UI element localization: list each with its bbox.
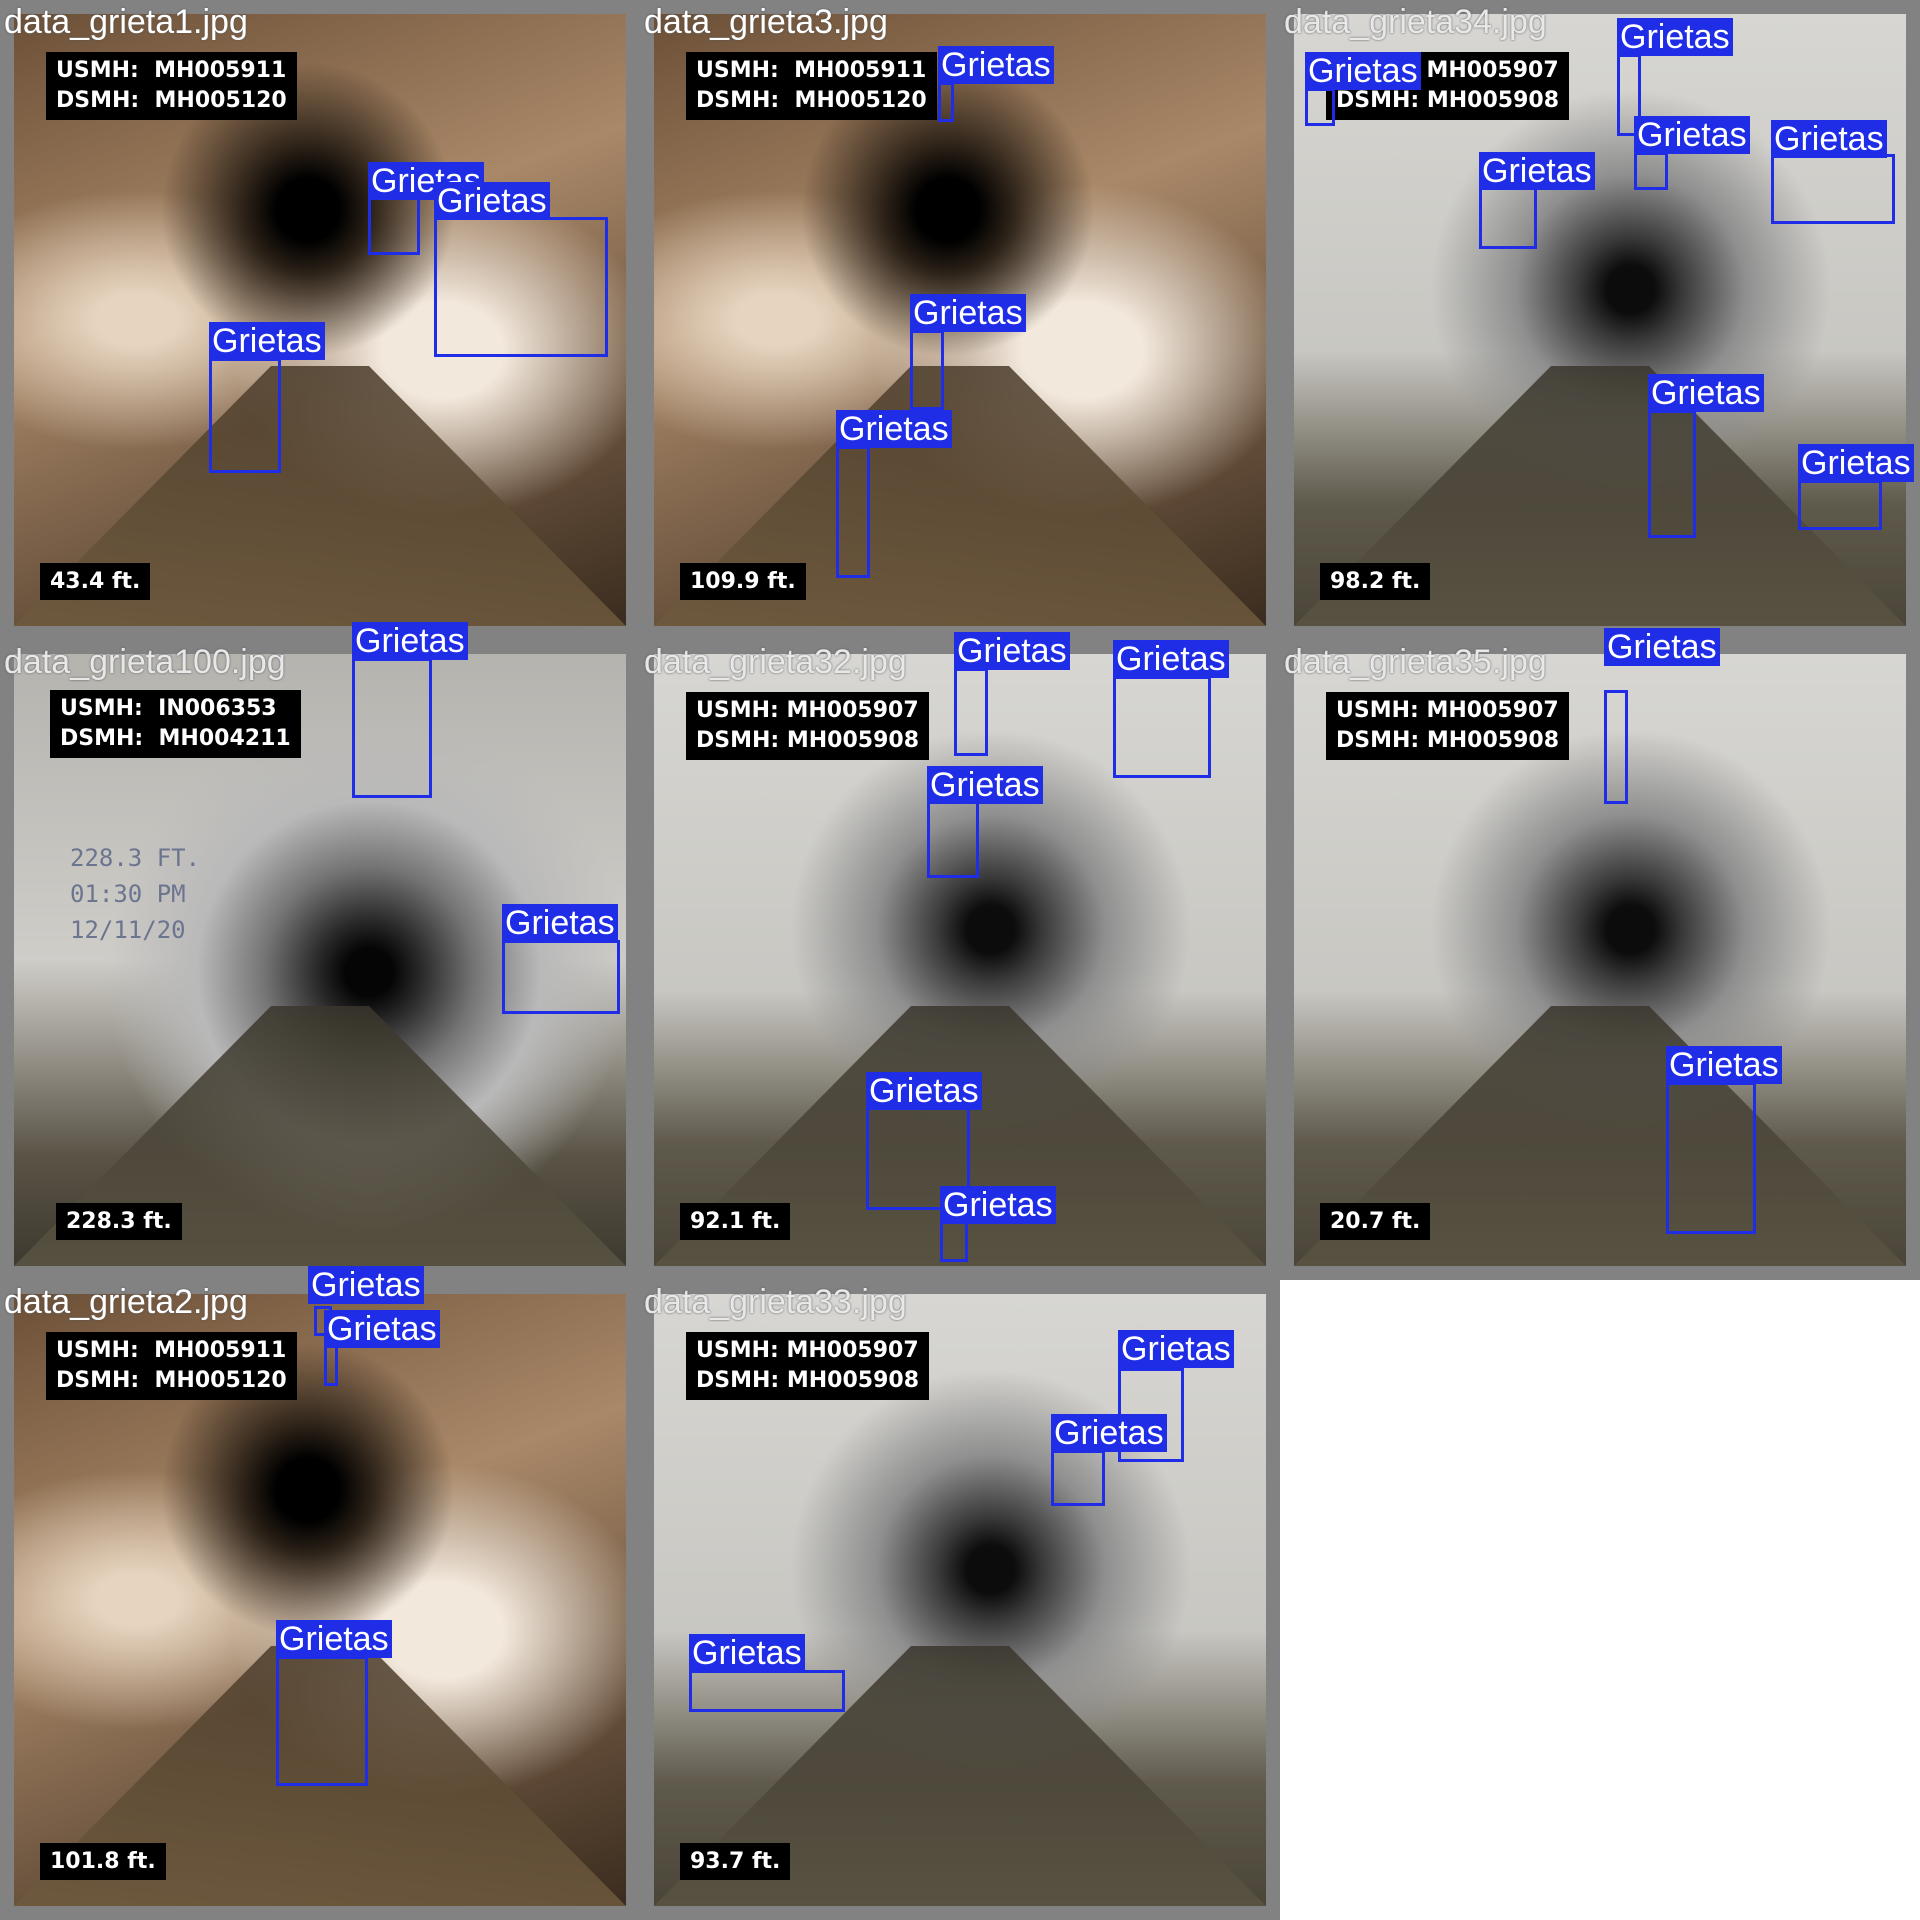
- image-caption: data_grieta3.jpg: [644, 3, 888, 41]
- detection-label: Grietas: [910, 294, 1026, 332]
- detection-box: [1604, 690, 1628, 804]
- detection-label: Grietas: [1051, 1414, 1167, 1452]
- image-caption: data_grieta2.jpg: [4, 1283, 248, 1321]
- detection-label: Grietas: [1771, 120, 1887, 158]
- detection-label: Grietas: [1634, 116, 1750, 154]
- detection-label: Grietas: [1798, 444, 1914, 482]
- detection-box: [209, 358, 281, 473]
- detection-box: [276, 1656, 368, 1786]
- detection-box: [938, 82, 954, 122]
- image-tile-grieta2: data_grieta2.jpg USMH: MH005911 DSMH: MH…: [0, 1280, 640, 1920]
- detection-box: [368, 197, 420, 255]
- detection-box: [502, 940, 620, 1014]
- distance-overlay: 20.7 ft.: [1320, 1203, 1431, 1240]
- distance-overlay: 98.2 ft.: [1320, 563, 1431, 600]
- detection-box: [352, 658, 432, 798]
- detection-box: [1634, 152, 1668, 190]
- image-tile-grieta35: data_grieta35.jpg USMH: MH005907 DSMH: M…: [1280, 640, 1920, 1280]
- image-caption: data_grieta1.jpg: [4, 3, 248, 41]
- detection-label: Grietas: [209, 322, 325, 360]
- manhole-overlay: USMH: MH005907 DSMH: MH005908: [686, 692, 930, 760]
- image-caption: data_grieta32.jpg: [644, 643, 907, 681]
- detection-box: [1051, 1450, 1105, 1506]
- detection-box: [1305, 88, 1335, 126]
- distance-overlay: 101.8 ft.: [40, 1843, 166, 1880]
- detection-label: Grietas: [434, 182, 550, 220]
- manhole-overlay: USMH: MH005911 DSMH: MH005120: [46, 52, 297, 120]
- detection-label: Grietas: [1648, 374, 1764, 412]
- image-caption: data_grieta100.jpg: [4, 643, 286, 681]
- detection-label: Grietas: [276, 1620, 392, 1658]
- detection-box: [434, 217, 608, 357]
- detection-box: [1798, 480, 1882, 530]
- image-tile-grieta100: data_grieta100.jpg USMH: IN006353 DSMH: …: [0, 640, 640, 1280]
- image-tile-grieta1: data_grieta1.jpg USMH: MH005911 DSMH: MH…: [0, 0, 640, 640]
- image-caption: data_grieta33.jpg: [644, 1283, 907, 1321]
- detection-label: Grietas: [502, 904, 618, 942]
- detection-label: Grietas: [1604, 628, 1720, 666]
- detection-label: Grietas: [1305, 52, 1421, 90]
- detection-label: Grietas: [689, 1634, 805, 1672]
- detection-label: Grietas: [927, 766, 1043, 804]
- detection-label: Grietas: [324, 1310, 440, 1348]
- detection-label: Grietas: [1617, 18, 1733, 56]
- distance-overlay: 43.4 ft.: [40, 563, 151, 600]
- manhole-overlay: USMH: MH005907 DSMH: MH005908: [686, 1332, 930, 1400]
- image-tile-grieta33: data_grieta33.jpg USMH: MH005907 DSMH: M…: [640, 1280, 1280, 1920]
- detection-label: Grietas: [1666, 1046, 1782, 1084]
- detection-box: [927, 800, 979, 878]
- empty-cell: [1280, 1280, 1920, 1920]
- distance-overlay: 109.9 ft.: [680, 563, 806, 600]
- detection-label: Grietas: [836, 410, 952, 448]
- manhole-overlay: USMH: IN006353 DSMH: MH004211: [50, 690, 301, 758]
- detection-label: Grietas: [1479, 152, 1595, 190]
- detection-label: Grietas: [940, 1186, 1056, 1224]
- detection-box: [689, 1670, 845, 1712]
- detection-label: Grietas: [866, 1072, 982, 1110]
- detection-label: Grietas: [954, 632, 1070, 670]
- distance-overlay: 92.1 ft.: [680, 1203, 791, 1240]
- timestamp-overlay: 228.3 FT. 01:30 PM 12/11/20: [70, 844, 201, 944]
- detection-box: [954, 668, 988, 756]
- image-tile-grieta34: data_grieta34.jpg USMH: MH005907 DSMH: M…: [1280, 0, 1920, 640]
- pipe-photo: [14, 654, 626, 1266]
- manhole-overlay: USMH: MH005911 DSMH: MH005120: [686, 52, 937, 120]
- image-caption: data_grieta34.jpg: [1284, 3, 1547, 41]
- detection-label: Grietas: [308, 1266, 424, 1304]
- distance-overlay: 93.7 ft.: [680, 1843, 791, 1880]
- detection-label: Grietas: [1113, 640, 1229, 678]
- manhole-overlay: USMH: MH005911 DSMH: MH005120: [46, 1332, 297, 1400]
- distance-overlay: 228.3 ft.: [56, 1203, 182, 1240]
- detection-label: Grietas: [1118, 1330, 1234, 1368]
- manhole-overlay: USMH: MH005907 DSMH: MH005908: [1326, 692, 1570, 760]
- detection-box: [1479, 187, 1537, 249]
- detection-box: [1666, 1082, 1756, 1234]
- detection-box: [1113, 676, 1211, 778]
- image-tile-grieta32: data_grieta32.jpg USMH: MH005907 DSMH: M…: [640, 640, 1280, 1280]
- detection-label: Grietas: [352, 622, 468, 660]
- detection-box: [836, 446, 870, 578]
- detection-box: [1648, 410, 1696, 538]
- detection-box: [910, 330, 944, 410]
- detection-box: [1771, 154, 1895, 224]
- detection-label: Grietas: [938, 46, 1054, 84]
- image-caption: data_grieta35.jpg: [1284, 643, 1547, 681]
